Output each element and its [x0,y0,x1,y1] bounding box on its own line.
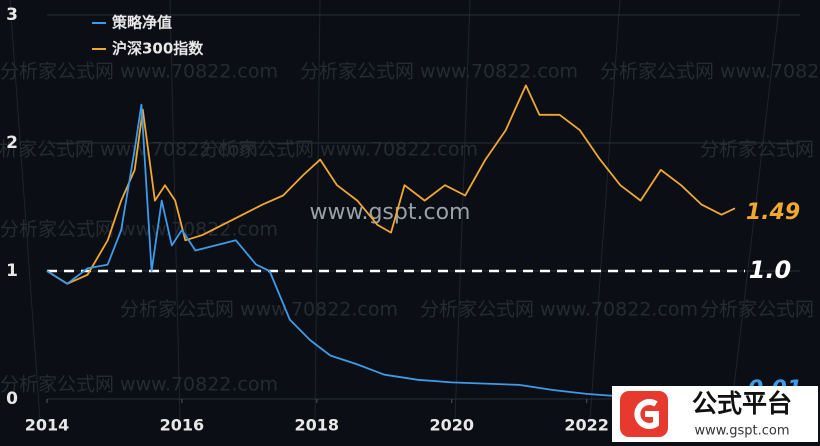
y-tick-label: 1 [6,261,18,281]
x-tick-label: 2022 [564,416,609,435]
watermark: 分析家公式网 www.70822.com [0,374,278,396]
legend-label: 策略净值 [111,14,172,32]
legend-label: 沪深300指数 [112,40,204,58]
watermark: 分析家公式网 www.70822.com [600,61,820,83]
y-tick-label: 2 [6,133,18,153]
x-tick-label: 2020 [429,416,474,435]
x-tick-label: 2014 [25,416,70,435]
y-tick-label: 3 [6,5,18,25]
logo-url: www.gspt.com [694,424,789,439]
x-tick-label: 2016 [160,416,205,435]
watermark: www.gspt.com [310,200,471,225]
logo-glyph [634,399,659,429]
end-label: 1.49 [746,200,800,225]
watermark: 分析家公式网 www.70822.com [300,61,578,83]
watermark: 分析家公式网 www.70822.com [420,299,698,321]
series-line [46,84,736,285]
logo: 公式平台 www.gspt.com [612,386,818,442]
watermark: 分析家公式网 www.70822.com [0,219,278,241]
logo-title: 公式平台 [692,389,792,418]
reference-label: 1.0 [749,256,792,284]
watermark: 分析家公式网 www.70822.com [700,139,820,161]
y-tick-label: 0 [6,389,18,409]
watermark: 分析家公式网 www.70822.com [0,139,258,161]
watermark: 分析家公式网 www.70822.com [120,299,398,321]
watermark: 分析家公式网 www.70822.com [200,139,478,161]
perspective-grid [9,0,781,421]
logo-icon [620,391,668,437]
watermark: 分析家公式网 www.70822.com [0,61,278,83]
series-line [46,103,736,399]
watermark: 分析家公式网 www.70822.com [700,299,820,321]
x-tick-label: 2018 [295,416,340,435]
